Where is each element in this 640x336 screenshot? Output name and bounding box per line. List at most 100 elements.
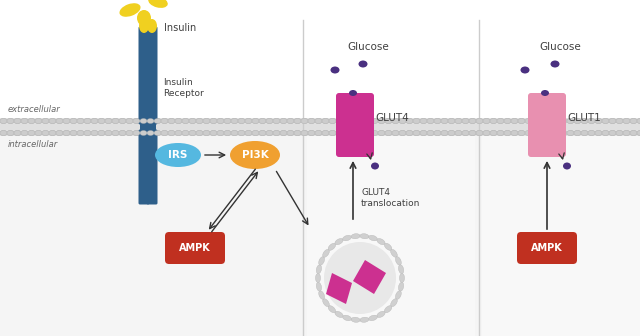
Ellipse shape xyxy=(301,130,308,135)
Ellipse shape xyxy=(217,119,224,124)
Ellipse shape xyxy=(343,130,350,135)
Ellipse shape xyxy=(259,119,266,124)
Ellipse shape xyxy=(539,119,546,124)
Ellipse shape xyxy=(224,130,231,135)
Ellipse shape xyxy=(476,130,483,135)
Ellipse shape xyxy=(273,119,280,124)
Ellipse shape xyxy=(350,130,357,135)
Ellipse shape xyxy=(238,119,245,124)
Ellipse shape xyxy=(511,130,518,135)
Ellipse shape xyxy=(56,130,63,135)
Ellipse shape xyxy=(0,119,7,124)
Ellipse shape xyxy=(511,130,518,135)
Ellipse shape xyxy=(287,130,294,135)
Bar xyxy=(529,117,565,137)
Ellipse shape xyxy=(77,130,84,135)
Ellipse shape xyxy=(322,119,329,124)
Ellipse shape xyxy=(455,130,462,135)
Ellipse shape xyxy=(497,119,504,124)
Ellipse shape xyxy=(532,130,539,135)
Ellipse shape xyxy=(238,130,245,135)
Ellipse shape xyxy=(224,130,231,135)
Ellipse shape xyxy=(623,119,630,124)
Ellipse shape xyxy=(98,130,105,135)
Ellipse shape xyxy=(385,243,392,250)
Ellipse shape xyxy=(63,119,70,124)
Ellipse shape xyxy=(441,119,448,124)
Ellipse shape xyxy=(147,130,154,135)
Ellipse shape xyxy=(245,119,252,124)
Ellipse shape xyxy=(630,119,637,124)
Ellipse shape xyxy=(322,130,329,135)
Ellipse shape xyxy=(349,90,357,96)
Ellipse shape xyxy=(7,130,14,135)
Ellipse shape xyxy=(252,130,259,135)
Ellipse shape xyxy=(77,119,84,124)
Ellipse shape xyxy=(497,130,504,135)
Bar xyxy=(307,136,475,336)
Ellipse shape xyxy=(518,119,525,124)
Ellipse shape xyxy=(210,119,217,124)
Ellipse shape xyxy=(609,130,616,135)
Ellipse shape xyxy=(140,130,147,135)
Ellipse shape xyxy=(147,130,154,135)
Circle shape xyxy=(324,242,396,314)
Ellipse shape xyxy=(630,119,637,124)
Ellipse shape xyxy=(70,119,77,124)
Ellipse shape xyxy=(84,119,91,124)
Ellipse shape xyxy=(105,130,112,135)
Ellipse shape xyxy=(287,119,294,124)
Ellipse shape xyxy=(120,3,141,17)
Ellipse shape xyxy=(119,119,126,124)
Ellipse shape xyxy=(70,119,77,124)
Ellipse shape xyxy=(273,130,280,135)
Ellipse shape xyxy=(609,130,616,135)
Ellipse shape xyxy=(616,119,623,124)
Ellipse shape xyxy=(189,119,196,124)
Ellipse shape xyxy=(623,119,630,124)
Ellipse shape xyxy=(175,119,182,124)
Ellipse shape xyxy=(574,130,581,135)
Ellipse shape xyxy=(602,119,609,124)
Ellipse shape xyxy=(399,119,406,124)
Ellipse shape xyxy=(350,119,357,124)
Ellipse shape xyxy=(420,119,427,124)
Ellipse shape xyxy=(126,130,133,135)
Ellipse shape xyxy=(371,119,378,124)
Ellipse shape xyxy=(385,119,392,124)
Ellipse shape xyxy=(574,119,581,124)
Ellipse shape xyxy=(175,130,182,135)
Ellipse shape xyxy=(315,119,322,124)
Ellipse shape xyxy=(147,19,157,33)
Ellipse shape xyxy=(385,130,392,135)
Ellipse shape xyxy=(210,130,217,135)
Ellipse shape xyxy=(602,130,609,135)
Ellipse shape xyxy=(105,119,112,124)
Ellipse shape xyxy=(287,130,294,135)
Ellipse shape xyxy=(609,119,616,124)
Ellipse shape xyxy=(189,119,196,124)
Ellipse shape xyxy=(273,130,280,135)
Ellipse shape xyxy=(490,130,497,135)
Ellipse shape xyxy=(105,119,112,124)
Ellipse shape xyxy=(56,119,63,124)
Ellipse shape xyxy=(539,130,546,135)
Ellipse shape xyxy=(35,130,42,135)
Ellipse shape xyxy=(637,119,640,124)
Ellipse shape xyxy=(588,130,595,135)
Ellipse shape xyxy=(84,130,91,135)
Ellipse shape xyxy=(581,119,588,124)
Ellipse shape xyxy=(231,130,238,135)
Ellipse shape xyxy=(133,119,140,124)
Ellipse shape xyxy=(49,119,56,124)
Ellipse shape xyxy=(14,119,21,124)
Ellipse shape xyxy=(476,119,483,124)
Ellipse shape xyxy=(112,130,119,135)
Ellipse shape xyxy=(469,130,476,135)
Ellipse shape xyxy=(574,119,581,124)
Ellipse shape xyxy=(462,130,469,135)
Ellipse shape xyxy=(154,119,161,124)
Ellipse shape xyxy=(98,119,105,124)
Ellipse shape xyxy=(483,119,490,124)
Ellipse shape xyxy=(319,257,324,265)
